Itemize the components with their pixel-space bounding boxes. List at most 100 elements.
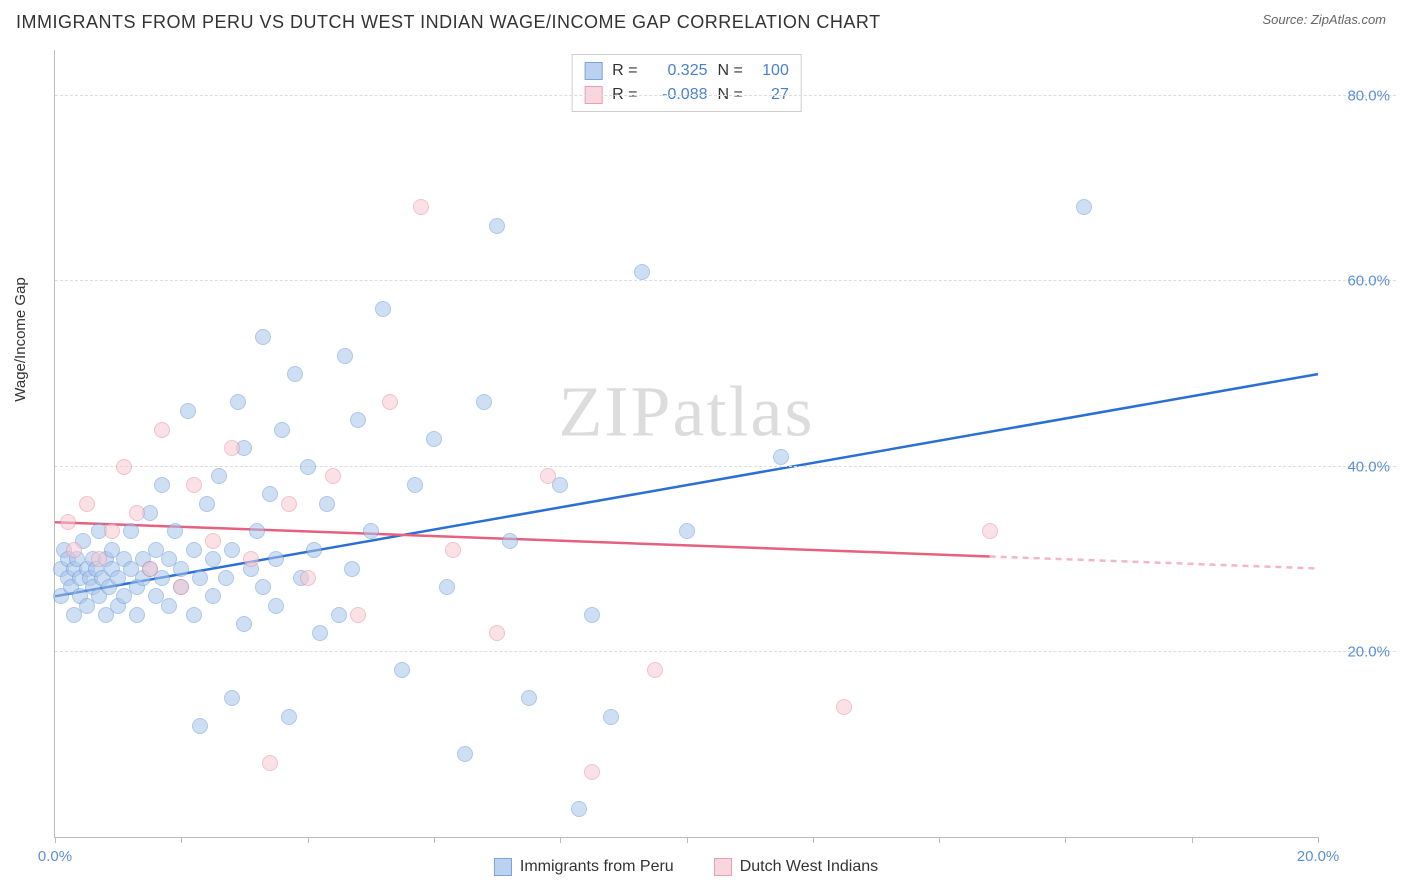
data-point <box>679 523 695 539</box>
data-point <box>439 579 455 595</box>
data-point <box>255 579 271 595</box>
gridline <box>55 95 1396 96</box>
data-point <box>634 264 650 280</box>
data-point <box>142 561 158 577</box>
data-point <box>331 607 347 623</box>
data-point <box>603 709 619 725</box>
data-point <box>104 523 120 539</box>
data-point <box>154 422 170 438</box>
data-point <box>540 468 556 484</box>
legend: Immigrants from Peru Dutch West Indians <box>54 858 1318 876</box>
data-point <box>836 699 852 715</box>
data-point <box>300 570 316 586</box>
data-point <box>123 523 139 539</box>
data-point <box>192 718 208 734</box>
x-tick <box>1065 837 1066 843</box>
legend-label: Dutch West Indians <box>740 858 878 876</box>
y-tick-label: 40.0% <box>1347 458 1390 475</box>
x-tick <box>55 837 56 843</box>
data-point <box>325 468 341 484</box>
gridline <box>55 466 1396 467</box>
data-point <box>116 459 132 475</box>
data-point <box>521 690 537 706</box>
data-point <box>312 625 328 641</box>
data-point <box>205 533 221 549</box>
data-point <box>262 755 278 771</box>
data-point <box>236 616 252 632</box>
data-point <box>337 348 353 364</box>
data-point <box>457 746 473 762</box>
data-point <box>647 662 663 678</box>
plot-area: ZIPatlas R =0.325N =100R =-0.088N =27 20… <box>54 50 1318 838</box>
n-value: 100 <box>753 59 789 83</box>
data-point <box>394 662 410 678</box>
data-point <box>489 625 505 641</box>
x-tick <box>434 837 435 843</box>
data-point <box>571 801 587 817</box>
data-point <box>60 514 76 530</box>
data-point <box>407 477 423 493</box>
data-point <box>382 394 398 410</box>
x-tick <box>308 837 309 843</box>
data-point <box>306 542 322 558</box>
data-point <box>300 459 316 475</box>
data-point <box>243 551 259 567</box>
x-tick <box>813 837 814 843</box>
data-point <box>502 533 518 549</box>
data-point <box>211 468 227 484</box>
data-point <box>186 542 202 558</box>
data-point <box>584 607 600 623</box>
data-point <box>79 496 95 512</box>
data-point <box>319 496 335 512</box>
data-point <box>224 690 240 706</box>
legend-item: Immigrants from Peru <box>494 858 674 876</box>
data-point <box>186 607 202 623</box>
source-attribution: Source: ZipAtlas.com <box>1262 12 1386 27</box>
legend-swatch <box>714 858 732 876</box>
data-point <box>199 496 215 512</box>
data-point <box>350 607 366 623</box>
correlation-stats-box: R =0.325N =100R =-0.088N =27 <box>571 54 802 112</box>
data-point <box>426 431 442 447</box>
data-point <box>476 394 492 410</box>
n-label: N = <box>718 59 743 83</box>
stats-row: R =0.325N =100 <box>584 59 789 83</box>
data-point <box>224 542 240 558</box>
data-point <box>375 301 391 317</box>
y-tick-label: 20.0% <box>1347 643 1390 660</box>
data-point <box>230 394 246 410</box>
legend-label: Immigrants from Peru <box>520 858 674 876</box>
data-point <box>255 329 271 345</box>
data-point <box>281 496 297 512</box>
data-point <box>281 709 297 725</box>
data-point <box>445 542 461 558</box>
data-point <box>268 551 284 567</box>
data-point <box>1076 199 1092 215</box>
data-point <box>129 607 145 623</box>
data-point <box>262 486 278 502</box>
data-point <box>287 366 303 382</box>
data-point <box>161 598 177 614</box>
data-point <box>413 199 429 215</box>
data-point <box>274 422 290 438</box>
data-point <box>167 523 183 539</box>
data-point <box>91 551 107 567</box>
data-point <box>186 477 202 493</box>
x-tick <box>1318 837 1319 843</box>
r-label: R = <box>612 59 637 83</box>
legend-item: Dutch West Indians <box>714 858 878 876</box>
x-tick <box>181 837 182 843</box>
data-point <box>363 523 379 539</box>
legend-swatch <box>494 858 512 876</box>
data-point <box>982 523 998 539</box>
data-point <box>173 579 189 595</box>
gridline <box>55 280 1396 281</box>
y-axis-label: Wage/Income Gap <box>12 277 29 402</box>
x-tick <box>560 837 561 843</box>
data-point <box>205 551 221 567</box>
data-point <box>350 412 366 428</box>
watermark: ZIPatlas <box>559 371 815 454</box>
data-point <box>489 218 505 234</box>
data-point <box>66 542 82 558</box>
data-point <box>173 561 189 577</box>
